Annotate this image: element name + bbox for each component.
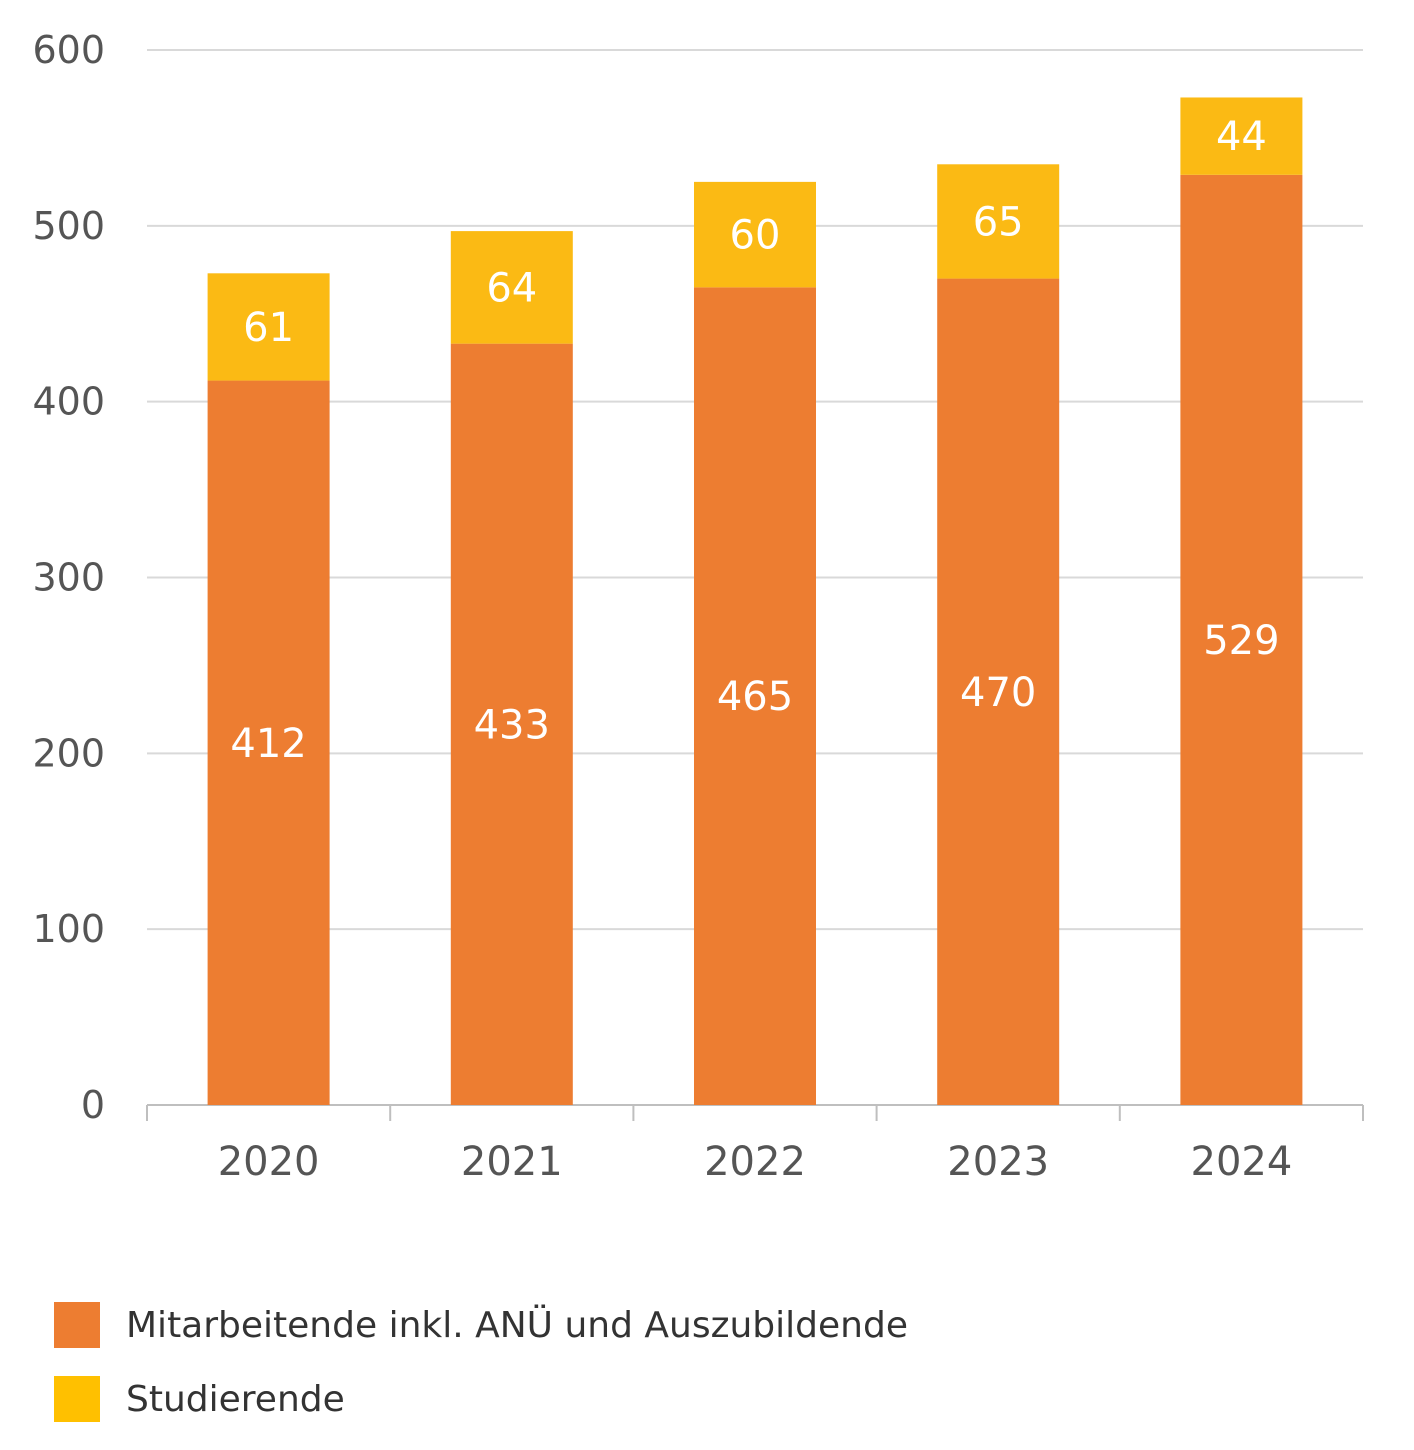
data-label-studierende-2023: 65 — [973, 199, 1024, 245]
y-tick-label-600: 600 — [32, 28, 105, 72]
bar-mitarbeitende-2022 — [694, 287, 816, 1105]
legend-swatch-studierende — [54, 1376, 100, 1422]
chart-legend: Mitarbeitende inkl. ANÜ und Auszubildend… — [54, 1302, 908, 1450]
x-tick-label-2023: 2023 — [947, 1139, 1049, 1185]
bar-studierende-2023 — [937, 164, 1060, 279]
y-tick-label-300: 300 — [32, 556, 105, 600]
bar-mitarbeitende-2021 — [450, 343, 573, 1105]
bar-mitarbeitende-2024 — [1180, 174, 1303, 1105]
y-tick-label-200: 200 — [32, 731, 105, 775]
x-tick-label-2020: 2020 — [218, 1139, 320, 1185]
legend-item-studierende: Studierende — [54, 1376, 908, 1422]
x-tick-label-2024: 2024 — [1191, 1139, 1293, 1185]
data-label-studierende-2020: 61 — [243, 305, 294, 351]
bar-studierende-2021 — [450, 231, 573, 344]
bar-studierende-2022 — [694, 181, 816, 288]
legend-item-mitarbeitende: Mitarbeitende inkl. ANÜ und Auszubildend… — [54, 1302, 908, 1348]
data-label-mitarbeitende-2023: 470 — [960, 670, 1036, 716]
y-tick-label-400: 400 — [32, 380, 105, 424]
bar-studierende-2020 — [207, 273, 330, 381]
legend-label-mitarbeitende: Mitarbeitende inkl. ANÜ und Auszubildend… — [126, 1304, 908, 1346]
data-label-studierende-2021: 64 — [486, 265, 537, 311]
data-label-studierende-2022: 60 — [730, 213, 781, 259]
x-tick-label-2021: 2021 — [461, 1139, 563, 1185]
chart-plot-area: 0 100 200 300 400 500 600 412 61 2020 433 64 2021 465… — [32, 28, 1364, 1185]
y-tick-label-500: 500 — [32, 204, 105, 248]
bar-studierende-2024 — [1180, 97, 1303, 175]
data-label-mitarbeitende-2020: 412 — [230, 721, 306, 767]
y-tick-label-0: 0 — [81, 1083, 105, 1127]
data-label-studierende-2024: 44 — [1216, 114, 1267, 160]
data-label-mitarbeitende-2022: 465 — [717, 674, 793, 720]
data-label-mitarbeitende-2024: 529 — [1203, 618, 1279, 664]
x-tick-label-2022: 2022 — [704, 1139, 806, 1185]
y-tick-label-100: 100 — [32, 907, 105, 951]
legend-swatch-mitarbeitende — [54, 1302, 100, 1348]
legend-label-studierende: Studierende — [126, 1378, 345, 1420]
data-label-mitarbeitende-2021: 433 — [474, 702, 550, 748]
bar-mitarbeitende-2020 — [207, 380, 330, 1106]
bar-mitarbeitende-2023 — [937, 278, 1060, 1105]
